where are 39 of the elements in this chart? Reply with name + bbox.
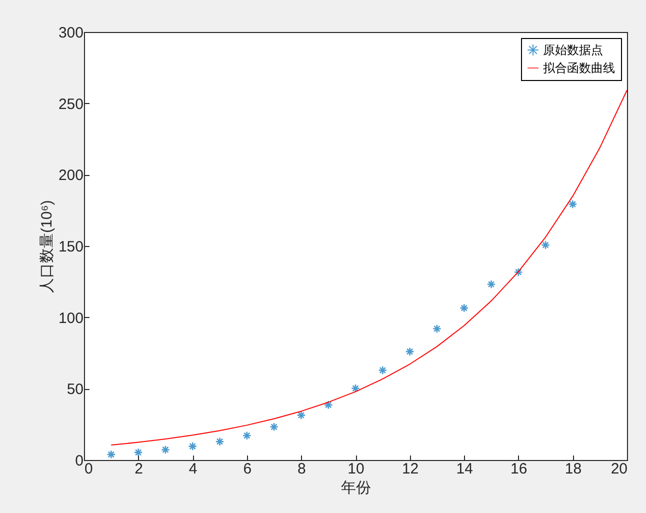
point bbox=[350, 384, 360, 393]
point bbox=[514, 268, 523, 277]
point bbox=[215, 437, 224, 446]
legend-label: 拟合函数曲线 bbox=[543, 61, 615, 75]
x-tick-label: 4 bbox=[188, 460, 198, 478]
line-series bbox=[110, 90, 627, 446]
point bbox=[486, 280, 496, 289]
x-tick-label: 18 bbox=[564, 460, 582, 478]
point bbox=[541, 240, 550, 250]
y-tick-label: 150 bbox=[58, 238, 84, 256]
point bbox=[242, 431, 252, 440]
y-axis-title: 人口数量(10⁶) bbox=[38, 200, 56, 293]
y-tick-label: 100 bbox=[58, 310, 84, 327]
point bbox=[378, 366, 388, 375]
x-tick-label: 6 bbox=[243, 460, 252, 478]
x-tick-label: 2 bbox=[134, 460, 143, 478]
y-tick-label: 300 bbox=[58, 24, 84, 42]
y-tick-label: 50 bbox=[66, 381, 84, 398]
point bbox=[296, 410, 306, 420]
x-tick-label: 12 bbox=[402, 460, 419, 478]
point bbox=[460, 304, 469, 313]
point bbox=[324, 400, 333, 410]
x-tick-label: 8 bbox=[298, 460, 306, 478]
point bbox=[134, 448, 143, 457]
point bbox=[405, 347, 414, 356]
point bbox=[270, 422, 279, 432]
legend-label: 原始数据点 bbox=[543, 43, 603, 57]
y-tick-label: 250 bbox=[58, 96, 84, 113]
point bbox=[432, 324, 442, 334]
point bbox=[188, 442, 198, 451]
y-tick-label: 200 bbox=[58, 167, 84, 184]
x-tick-label: 10 bbox=[348, 460, 364, 478]
x-tick-label: 16 bbox=[510, 460, 528, 478]
point bbox=[106, 450, 116, 459]
x-tick-label: 14 bbox=[456, 460, 473, 478]
x-tick-label: 20 bbox=[610, 460, 628, 478]
x-axis-title: 年份 bbox=[341, 480, 371, 496]
point bbox=[160, 445, 170, 454]
point bbox=[568, 200, 578, 209]
